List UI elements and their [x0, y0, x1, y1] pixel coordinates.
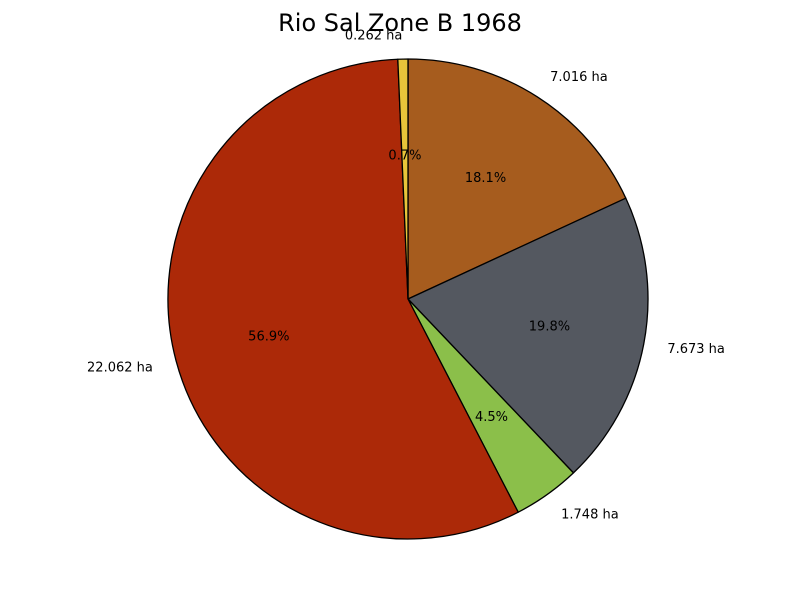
slice-percent-label-3: 56.9% — [248, 329, 289, 344]
slice-percent-label-0: 18.1% — [465, 171, 506, 186]
slice-value-label-4: 0.262 ha — [345, 29, 403, 44]
slice-percent-label-1: 19.8% — [529, 319, 570, 334]
pie-slice-4 — [397, 58, 409, 300]
pie-slice-1 — [407, 197, 649, 474]
slice-value-label-1: 7.673 ha — [667, 342, 725, 357]
pie-slices — [167, 58, 649, 540]
slice-value-label-3: 22.062 ha — [87, 360, 153, 375]
slice-percent-label-2: 4.5% — [475, 410, 508, 425]
chart-title: Rio Sal Zone B 1968 — [278, 9, 522, 37]
slice-value-label-2: 1.748 ha — [561, 508, 619, 523]
pie-labels: 7.016 ha 18.1% 7.673 ha 19.8% 1.748 ha 4.5% 22… — [87, 29, 725, 523]
slice-percent-label-4: 0.7% — [388, 149, 421, 164]
slice-value-label-0: 7.016 ha — [550, 70, 608, 85]
pie-slice-0 — [407, 58, 627, 300]
pie-slice-3 — [167, 58, 519, 540]
